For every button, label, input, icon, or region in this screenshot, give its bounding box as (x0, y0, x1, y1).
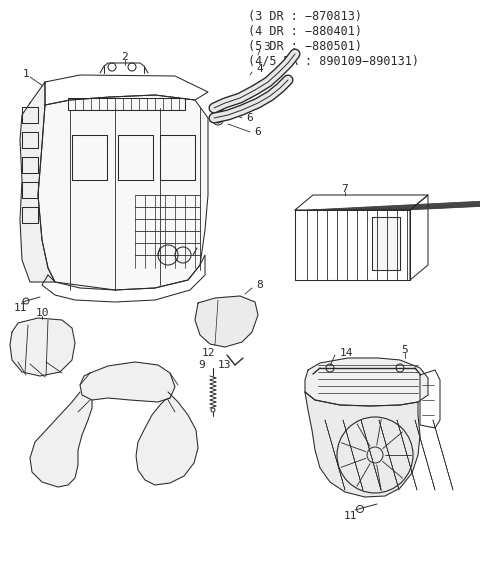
Polygon shape (305, 358, 428, 406)
Polygon shape (20, 82, 55, 282)
Polygon shape (195, 296, 258, 347)
Text: 11: 11 (343, 511, 357, 521)
Text: (4 DR : −880401): (4 DR : −880401) (248, 25, 362, 38)
Text: 14: 14 (340, 348, 353, 358)
Text: 3: 3 (263, 42, 270, 52)
Text: 10: 10 (35, 308, 49, 318)
Text: 13: 13 (218, 360, 231, 370)
Text: 8: 8 (256, 280, 263, 290)
Polygon shape (10, 318, 75, 376)
Text: 5: 5 (402, 345, 408, 355)
Text: 2: 2 (121, 52, 128, 62)
Text: 6: 6 (246, 113, 253, 123)
Polygon shape (305, 392, 420, 497)
Polygon shape (372, 217, 400, 270)
Text: 9: 9 (198, 360, 205, 370)
Text: (4/5 DR : 890109−890131): (4/5 DR : 890109−890131) (248, 55, 419, 68)
Polygon shape (136, 392, 198, 485)
Text: 1: 1 (23, 69, 29, 79)
Text: (3 DR : −870813): (3 DR : −870813) (248, 10, 362, 23)
Text: 7: 7 (342, 184, 348, 194)
Text: 4: 4 (256, 64, 263, 74)
Text: 11: 11 (13, 303, 27, 313)
Polygon shape (30, 392, 92, 487)
Polygon shape (80, 362, 175, 402)
Text: 6: 6 (254, 127, 261, 137)
Text: (5 DR : −880501): (5 DR : −880501) (248, 40, 362, 53)
Text: 12: 12 (202, 348, 215, 358)
Polygon shape (38, 95, 208, 290)
